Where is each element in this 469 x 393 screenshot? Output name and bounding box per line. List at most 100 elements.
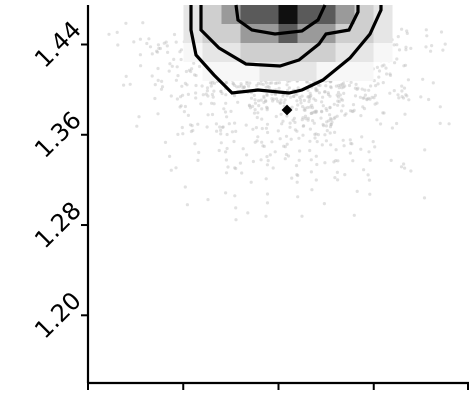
scatter-point xyxy=(262,100,266,105)
scatter-point xyxy=(270,92,274,96)
scatter-point xyxy=(299,98,303,102)
scatter-point xyxy=(169,168,173,172)
scatter-point xyxy=(289,137,293,141)
scatter-point xyxy=(354,82,358,86)
y-tick-label: 1.36 xyxy=(29,106,87,164)
scatter-point xyxy=(342,85,346,89)
scatter-point xyxy=(183,81,187,85)
scatter-point xyxy=(270,140,274,144)
scatter-point xyxy=(309,170,313,174)
scatter-point xyxy=(303,114,308,118)
scatter-point xyxy=(260,140,264,144)
scatter-point xyxy=(284,152,288,157)
scatter-point xyxy=(321,104,325,108)
scatter-point xyxy=(336,103,340,107)
scatter-point xyxy=(156,66,160,71)
scatter-point xyxy=(199,102,203,106)
scatter-point xyxy=(242,85,246,89)
scatter-point xyxy=(206,94,210,98)
scatter-point xyxy=(251,104,255,108)
scatter-point xyxy=(447,122,451,126)
histogram-cell xyxy=(278,5,298,24)
scatter-point xyxy=(157,46,161,51)
scatter-point xyxy=(264,177,268,181)
scatter-point xyxy=(349,141,353,146)
scatter-point xyxy=(424,28,428,32)
scatter-point xyxy=(333,176,337,180)
scatter-point xyxy=(265,108,269,112)
scatter-point xyxy=(255,115,259,120)
scatter-point xyxy=(205,89,209,93)
scatter-point xyxy=(355,87,359,91)
scatter-point xyxy=(284,134,289,138)
scatter-point xyxy=(298,95,302,99)
scatter-point xyxy=(191,128,195,133)
scatter-point xyxy=(300,118,304,122)
scatter-point xyxy=(279,112,283,116)
scatter-point xyxy=(308,127,312,131)
scatter-point xyxy=(295,129,299,133)
scatter-point xyxy=(301,133,305,137)
scatter-point xyxy=(339,97,343,101)
scatter-point xyxy=(183,104,187,109)
scatter-point xyxy=(333,130,337,134)
scatter-point xyxy=(307,95,311,99)
scatter-point xyxy=(324,84,328,88)
scatter-point xyxy=(351,159,355,163)
scatter-point xyxy=(241,86,245,90)
scatter-point xyxy=(265,155,269,159)
scatter-point xyxy=(210,81,214,85)
scatter-point xyxy=(253,140,257,144)
scatter-point xyxy=(367,96,371,100)
scatter-point xyxy=(323,133,327,137)
scatter-point xyxy=(210,112,215,117)
scatter-point xyxy=(179,104,183,108)
scatter-point xyxy=(235,85,239,89)
scatter-point xyxy=(314,178,318,182)
scatter-point xyxy=(259,158,263,162)
histogram-cell xyxy=(354,62,374,81)
scatter-point xyxy=(373,102,377,106)
scatter-point xyxy=(252,111,257,115)
scatter-point xyxy=(265,105,269,109)
scatter-point xyxy=(337,86,341,90)
scatter-point xyxy=(339,109,344,113)
scatter-point xyxy=(376,82,380,86)
scatter-point xyxy=(292,94,296,98)
scatter-point xyxy=(225,132,229,137)
scatter-point xyxy=(174,78,178,82)
scatter-point xyxy=(221,125,225,129)
scatter-point xyxy=(135,124,139,128)
scatter-point xyxy=(388,73,393,77)
scatter-point xyxy=(276,129,280,133)
scatter-point xyxy=(138,53,142,57)
scatter-point xyxy=(431,81,435,85)
scatter-point xyxy=(314,98,318,102)
scatter-point xyxy=(340,98,345,102)
scatter-point xyxy=(255,139,259,143)
histogram-cell xyxy=(240,62,260,81)
scatter-point xyxy=(343,173,347,177)
scatter-point xyxy=(347,83,352,88)
scatter-point xyxy=(375,101,379,105)
scatter-point xyxy=(264,99,268,103)
scatter-point xyxy=(371,140,375,144)
scatter-point xyxy=(439,30,444,34)
scatter-point xyxy=(373,93,377,97)
scatter-point xyxy=(273,150,277,154)
scatter-point xyxy=(315,88,319,92)
scatter-point xyxy=(402,86,407,90)
scatter-point xyxy=(337,100,341,104)
histogram-cell xyxy=(373,24,393,43)
scatter-point xyxy=(315,162,319,167)
scatter-point xyxy=(341,81,345,85)
scatter-point xyxy=(381,111,385,115)
scatter-point xyxy=(206,198,210,202)
scatter-point xyxy=(370,95,374,99)
scatter-point xyxy=(231,81,235,85)
scatter-point xyxy=(190,124,194,128)
scatter-point xyxy=(324,107,328,111)
scatter-point xyxy=(309,111,313,115)
scatter-point xyxy=(296,195,300,199)
scatter-point xyxy=(390,126,394,130)
